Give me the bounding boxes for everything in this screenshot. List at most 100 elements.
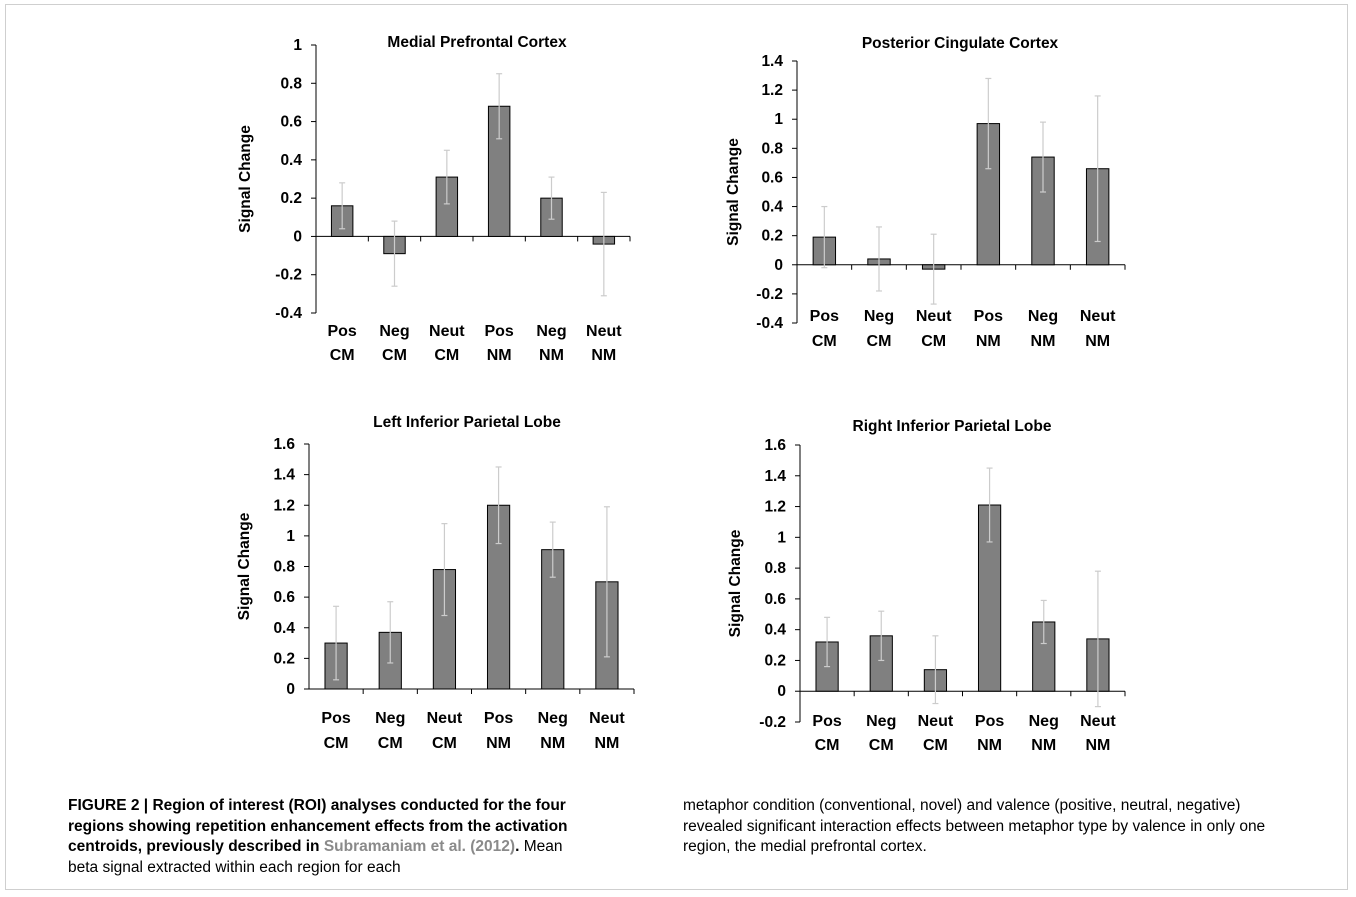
y-tick-label: 0.6 bbox=[764, 591, 786, 608]
y-tick-label: 0 bbox=[286, 681, 295, 698]
caption-bold-text: Region of interest (ROI) analyses conduc… bbox=[68, 797, 568, 855]
category-label: Pos bbox=[484, 323, 513, 340]
category-label: CM bbox=[432, 735, 457, 752]
y-tick-label: 0.2 bbox=[764, 652, 786, 669]
figure-caption-right: metaphor condition (conventional, novel)… bbox=[683, 796, 1293, 858]
y-tick-label: 1 bbox=[286, 528, 295, 545]
chart-title: Posterior Cingulate Cortex bbox=[862, 35, 1059, 52]
category-label: CM bbox=[815, 737, 840, 754]
category-label: NM bbox=[487, 347, 512, 364]
category-label: Pos bbox=[810, 308, 839, 325]
y-axis-label: Signal Change bbox=[236, 512, 253, 620]
category-label: Neut bbox=[589, 710, 625, 727]
category-label: CM bbox=[382, 347, 407, 364]
y-axis-label: Signal Change bbox=[725, 138, 742, 246]
y-tick-label: -0.2 bbox=[756, 286, 783, 303]
y-tick-label: 0.6 bbox=[761, 169, 783, 186]
caption-label: FIGURE 2 | bbox=[68, 797, 153, 814]
category-label: Neut bbox=[1080, 713, 1116, 730]
caption-body-right: metaphor condition (conventional, novel)… bbox=[683, 797, 1266, 855]
y-tick-label: 0 bbox=[774, 257, 783, 274]
figure-frame bbox=[5, 4, 1348, 890]
category-label: NM bbox=[594, 735, 619, 752]
category-label: CM bbox=[434, 347, 459, 364]
caption-period: . bbox=[515, 838, 520, 855]
y-tick-label: 1.6 bbox=[273, 436, 295, 453]
category-label: Neg bbox=[379, 323, 409, 340]
y-tick-label: 1.6 bbox=[764, 437, 786, 454]
y-tick-label: 1.4 bbox=[273, 467, 295, 484]
category-label: CM bbox=[923, 737, 948, 754]
category-label: Neut bbox=[427, 710, 463, 727]
y-tick-label: 1.4 bbox=[764, 468, 786, 485]
y-tick-label: 1 bbox=[293, 37, 302, 54]
category-label: CM bbox=[324, 735, 349, 752]
category-label: CM bbox=[867, 333, 892, 350]
category-label: Neg bbox=[536, 323, 566, 340]
caption-body-left: Mean beta signal extracted within each r… bbox=[68, 838, 563, 876]
caption-citation-link[interactable]: Subramaniam et al. (2012) bbox=[323, 838, 516, 855]
category-label: Neut bbox=[429, 323, 465, 340]
chart-title: Right Inferior Parietal Lobe bbox=[853, 418, 1052, 435]
category-label: CM bbox=[869, 737, 894, 754]
category-label: CM bbox=[812, 333, 837, 350]
category-label: NM bbox=[486, 735, 511, 752]
category-label: NM bbox=[540, 735, 565, 752]
y-tick-label: 1 bbox=[777, 529, 786, 546]
category-label: Neg bbox=[866, 713, 896, 730]
category-label: NM bbox=[1031, 333, 1056, 350]
category-label: Neut bbox=[1080, 308, 1116, 325]
category-label: NM bbox=[976, 333, 1001, 350]
y-tick-label: 0.2 bbox=[761, 228, 783, 245]
category-label: Neg bbox=[375, 710, 405, 727]
category-label: CM bbox=[330, 347, 355, 364]
category-label: Neut bbox=[918, 713, 954, 730]
category-label: Neut bbox=[586, 323, 622, 340]
y-tick-label: 0.2 bbox=[280, 190, 302, 207]
y-tick-label: 0.8 bbox=[280, 75, 302, 92]
y-tick-label: -0.4 bbox=[756, 315, 783, 332]
chart-title: Left Inferior Parietal Lobe bbox=[373, 414, 561, 431]
chart-title: Medial Prefrontal Cortex bbox=[387, 34, 567, 51]
y-tick-label: 1.2 bbox=[273, 497, 295, 514]
y-tick-label: 0.6 bbox=[280, 114, 302, 131]
category-label: Neut bbox=[916, 308, 952, 325]
y-tick-label: 1.4 bbox=[761, 53, 783, 70]
category-label: Neg bbox=[1029, 713, 1059, 730]
y-tick-label: 0.4 bbox=[764, 622, 786, 639]
category-label: NM bbox=[1085, 333, 1110, 350]
category-label: Pos bbox=[812, 713, 841, 730]
category-label: Neg bbox=[864, 308, 894, 325]
y-tick-label: 0 bbox=[293, 228, 302, 245]
category-label: Pos bbox=[975, 713, 1004, 730]
y-tick-label: -0.4 bbox=[275, 305, 302, 322]
y-tick-label: 0.8 bbox=[273, 559, 295, 576]
figure-caption-left: FIGURE 2 | Region of interest (ROI) anal… bbox=[68, 796, 588, 878]
y-tick-label: 0.4 bbox=[273, 620, 295, 637]
y-tick-label: 1 bbox=[774, 111, 783, 128]
y-axis-label: Signal Change bbox=[237, 125, 254, 233]
category-label: Neg bbox=[1028, 308, 1058, 325]
y-tick-label: 1.2 bbox=[764, 499, 786, 516]
y-tick-label: 0.8 bbox=[764, 560, 786, 577]
y-tick-label: 0.8 bbox=[761, 140, 783, 157]
category-label: Pos bbox=[484, 710, 513, 727]
y-tick-label: -0.2 bbox=[275, 267, 302, 284]
category-label: CM bbox=[921, 333, 946, 350]
category-label: Pos bbox=[321, 710, 350, 727]
category-label: Pos bbox=[974, 308, 1003, 325]
category-label: CM bbox=[378, 735, 403, 752]
y-tick-label: 0.6 bbox=[273, 589, 295, 606]
y-tick-label: 0 bbox=[777, 683, 786, 700]
y-tick-label: 0.2 bbox=[273, 650, 295, 667]
y-tick-label: 1.2 bbox=[761, 82, 783, 99]
category-label: NM bbox=[1085, 737, 1110, 754]
category-label: NM bbox=[591, 347, 616, 364]
category-label: NM bbox=[1031, 737, 1056, 754]
y-tick-label: 0.4 bbox=[280, 152, 302, 169]
y-axis-label: Signal Change bbox=[727, 529, 744, 637]
